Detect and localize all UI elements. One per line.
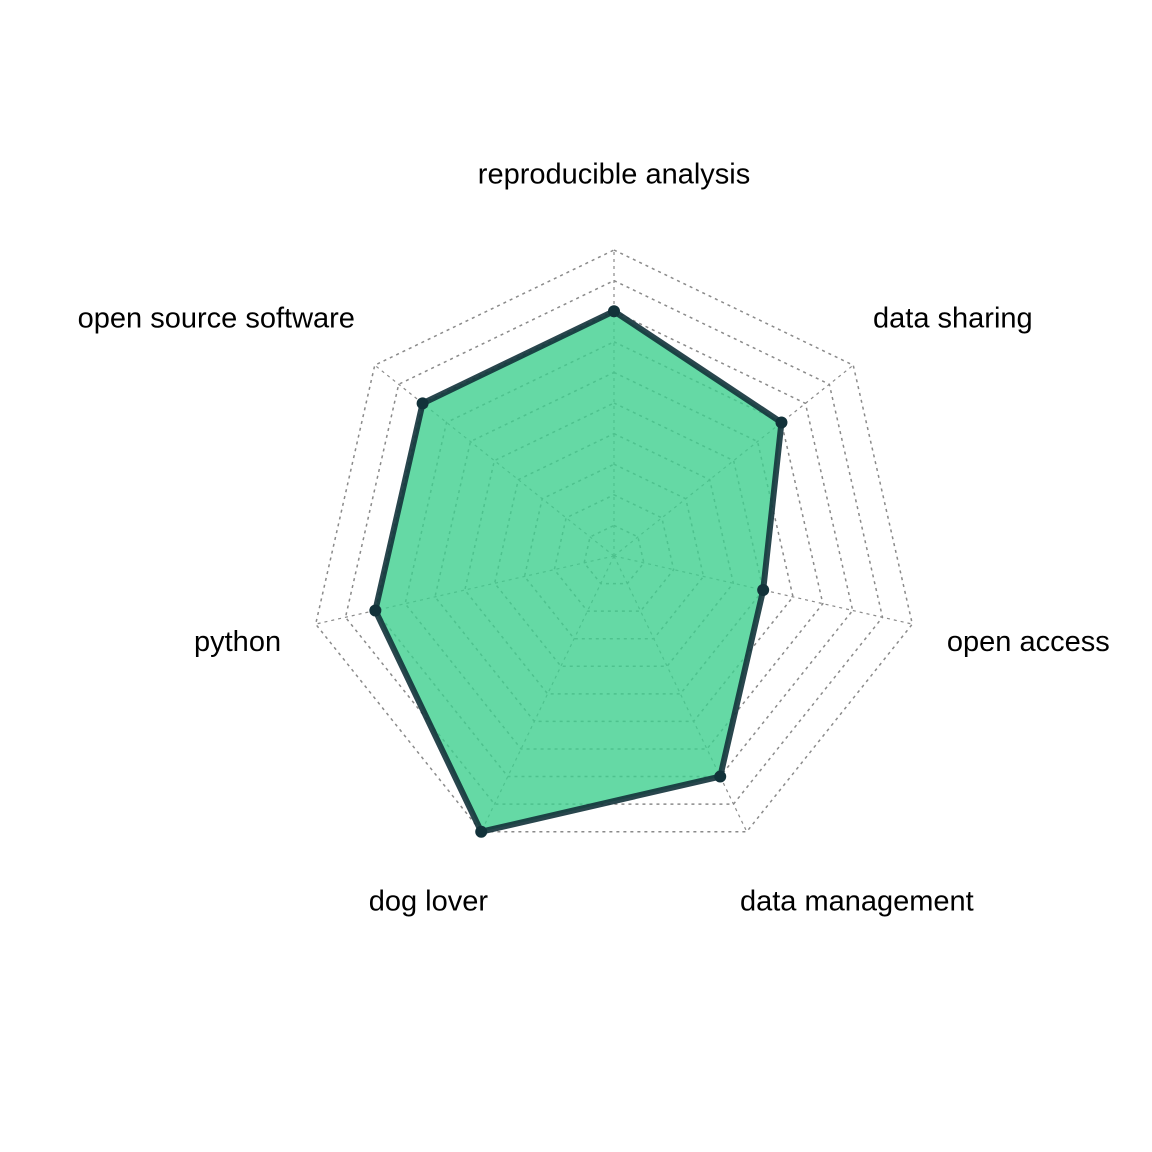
axis-label-5: python	[194, 626, 281, 658]
label-layer: reproducible analysis data sharing open ac…	[78, 159, 1110, 918]
axis-label-1: data sharing	[873, 303, 1033, 335]
axis-label-0: reproducible analysis	[478, 159, 750, 191]
data-point-4	[475, 825, 488, 838]
axis-label-4: dog lover	[369, 886, 489, 918]
data-point-2	[757, 584, 770, 597]
data-point-1	[775, 416, 788, 429]
data-point-0	[608, 305, 620, 318]
axis-label-2: open access	[947, 626, 1110, 658]
data-point-3	[714, 770, 727, 783]
data-point-6	[416, 397, 429, 410]
grid-ring-10	[314, 249, 914, 833]
axis-label-6: open source software	[78, 303, 355, 335]
series-area	[372, 308, 785, 835]
grid-ring-9	[344, 279, 884, 805]
data-layer	[369, 305, 788, 838]
axis-label-3: data management	[740, 886, 974, 918]
data-point-5	[369, 604, 382, 617]
